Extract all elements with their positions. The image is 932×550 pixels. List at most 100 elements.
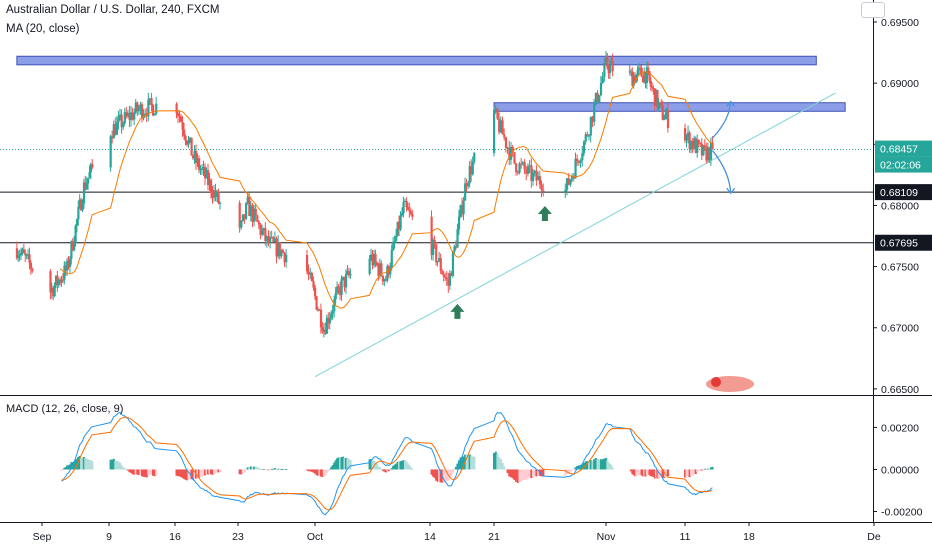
macd-histogram-bar [436,469,439,482]
macd-histogram-bar [219,469,222,473]
candle-body [27,254,30,256]
macd-histogram-bar [134,469,137,474]
candle-body [649,80,652,87]
candle-body [330,313,333,319]
macd-histogram-bar [606,460,609,470]
candle-body [217,191,220,204]
candle-body [328,318,331,324]
candle-body [687,132,690,137]
macd-histogram-bar [409,467,413,470]
macd-histogram-bar [576,465,579,470]
candle-body [59,279,62,283]
fullscreen-button[interactable] [861,2,885,18]
level-lower-badge-group: 0.67695 [875,234,932,251]
candle-body [448,273,452,286]
macd-histogram-bar [238,469,241,475]
last-price-badge-group: 0.68457 [875,140,932,157]
candle-body [402,201,405,214]
candle-body [208,179,211,186]
candle-body [709,142,713,160]
candle-body [187,139,190,145]
candle-body [251,205,254,222]
candle-body [75,219,79,226]
macd-histogram-bar [540,469,543,477]
candle-body [591,116,594,122]
macd-histogram-bar [516,469,519,483]
candle-body [256,215,259,222]
macd-histogram-bar [63,467,66,470]
macd-histogram-bar [205,469,208,475]
candle-body [213,190,216,198]
macd-histogram-bar [245,469,248,471]
candle-body [347,270,351,276]
macd-histogram-bar [259,469,262,470]
resistance-zone-1 [16,55,817,66]
candle-body [20,252,23,256]
candle-body [521,162,525,164]
candle-body [54,275,58,286]
candle-body [198,158,201,170]
macd-histogram-bar [270,468,273,470]
candle-body [384,279,387,281]
macd-histogram-bar [608,464,612,470]
candle-body [339,287,342,296]
candle-body [115,122,119,135]
macd-histogram-bar [243,469,246,473]
macd-histogram-bar [611,467,614,470]
candle-body [325,317,328,334]
macd-histogram-bar [343,458,346,470]
macd-histogram-bar [384,469,387,473]
macd-histogram-bar [685,469,688,478]
chart-title: Australian Dollar / U.S. Dollar, 240, FX… [6,4,220,16]
candle-body [705,146,708,161]
candle-body [87,178,90,184]
macd-histogram-bar [665,469,668,476]
candle-body [470,166,473,175]
macd-histogram-bar [84,457,87,470]
macd-histogram-bar [310,469,313,472]
macd-histogram-bar [318,469,321,476]
candle-body [605,56,608,63]
candle-body [576,158,579,162]
macd-histogram-bar [525,469,528,480]
candle-body [253,208,256,222]
candle-body [398,221,401,230]
macd-histogram-bar [392,465,395,470]
macd-histogram-bar [193,469,196,479]
macd-histogram-bar [150,469,153,475]
candle-body [50,288,53,293]
macd-histogram-bar [180,469,183,477]
candle-body [702,145,705,156]
time-tick-label: 11 [680,531,691,543]
price-tick-label: 0.67500 [881,262,919,274]
candle-body [442,274,445,277]
macd-histogram-bar [468,454,471,470]
candle-body [265,236,269,241]
macd-histogram-bar [442,469,445,483]
candle-body [652,87,655,89]
candle-body [436,261,439,263]
macd-histogram-bar [459,457,462,470]
macd-histogram-bar [378,466,382,470]
buy-arrow-icon-1 [450,303,465,319]
macd-histogram-bar [125,469,128,471]
macd-histogram-bar [144,469,147,478]
candle-body [214,190,217,197]
macd-histogram-bar [456,463,459,470]
candle-body [340,278,343,296]
macd-histogram-bar [147,469,150,476]
candle-body [175,103,178,114]
last-price-badge: 0.68457 [880,144,918,156]
candle-body [270,237,273,239]
candle-body [439,258,442,271]
projection-arrow-2 [711,150,732,194]
candle-body [333,299,336,312]
candle-body [148,98,152,100]
candle-body [312,281,315,288]
macd-histogram-bar [177,469,180,477]
macd-histogram-bar [693,469,696,474]
candle-body [177,113,180,116]
candle-body [60,279,63,283]
candle-body [119,114,122,118]
